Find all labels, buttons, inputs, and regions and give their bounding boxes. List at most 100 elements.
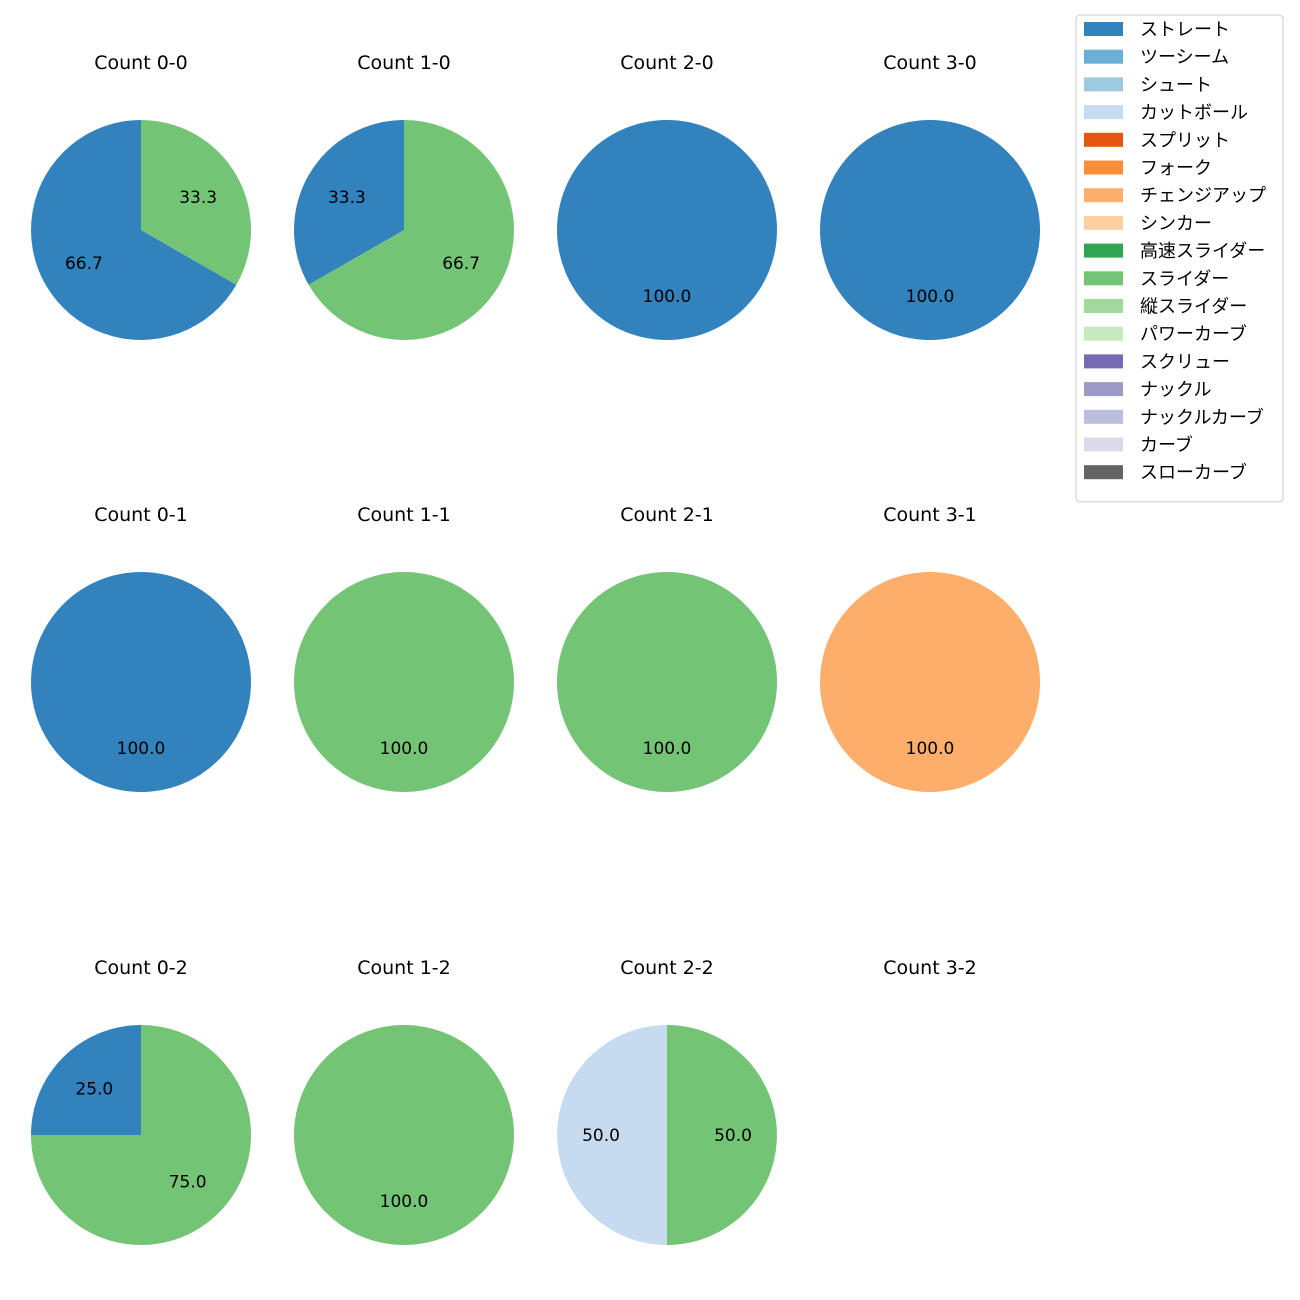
legend-label: スライダー [1140, 269, 1229, 290]
legend: ストレートツーシームシュートカットボールスプリットフォークチェンジアップシンカー… [1075, 14, 1284, 503]
legend-swatch [1084, 409, 1123, 424]
panel-title: Count 1-0 [357, 52, 451, 74]
slice-label: 66.7 [442, 254, 480, 274]
slice-label: 100.0 [117, 739, 166, 759]
slice-label: 100.0 [643, 287, 692, 307]
legend-frame [1075, 14, 1284, 503]
legend-label: シンカー [1140, 213, 1212, 234]
legend-swatch [1084, 77, 1123, 92]
legend-item: 縦スライダー [1084, 297, 1247, 318]
legend-label: 縦スライダー [1140, 297, 1247, 318]
legend-swatch [1084, 437, 1123, 452]
legend-item: スローカーブ [1084, 462, 1247, 484]
pie-slice [557, 1025, 667, 1245]
legend-label: ナックルカーブ [1140, 406, 1264, 428]
pie-panel: Count 3-0 100.0 [820, 52, 1040, 340]
legend-label: スクリュー [1140, 352, 1230, 373]
pie-slice [294, 1025, 514, 1245]
legend-item: ツーシーム [1084, 47, 1229, 68]
panel-title: Count 3-0 [883, 52, 977, 74]
legend-swatch [1084, 354, 1123, 369]
pie-slice [31, 120, 237, 340]
legend-item: パワーカーブ [1084, 323, 1247, 345]
pie-slice [557, 120, 777, 340]
pie-panel: Count 0-1 100.0 [31, 504, 251, 792]
slice-label: 100.0 [380, 1192, 429, 1212]
legend-item: ナックル [1084, 380, 1211, 401]
panel-title: Count 2-1 [620, 504, 714, 526]
pie-slice [557, 572, 777, 792]
pie-panel: Count 1-1 100.0 [294, 504, 514, 792]
legend-label: ナックル [1140, 380, 1211, 401]
legend-item: シンカー [1084, 213, 1212, 234]
pie-slice [308, 120, 514, 340]
legend-swatch [1084, 382, 1123, 397]
legend-item: 高速スライダー [1084, 241, 1265, 262]
legend-item: スクリュー [1084, 352, 1230, 373]
slice-label: 66.7 [65, 254, 103, 274]
legend-label: パワーカーブ [1140, 323, 1247, 345]
legend-swatch [1084, 271, 1123, 286]
legend-item: カーブ [1084, 434, 1193, 456]
pie-slice [31, 1025, 251, 1245]
pie-panel: Count 0-0 66.7 33.3 [31, 52, 252, 340]
legend-item: チェンジアップ [1084, 186, 1266, 207]
legend-swatch [1084, 22, 1123, 36]
legend-swatch [1084, 160, 1123, 175]
legend-swatch [1084, 243, 1123, 258]
pie-slice [294, 572, 514, 792]
slice-label: 100.0 [906, 287, 955, 307]
legend-label: チェンジアップ [1140, 186, 1266, 207]
panel-title: Count 3-2 [883, 957, 977, 979]
pie-panel: Count 3-2 [883, 957, 977, 979]
panel-title: Count 2-2 [620, 957, 714, 979]
panel-title: Count 0-2 [94, 957, 188, 979]
legend-item: ナックルカーブ [1084, 406, 1264, 428]
legend-swatch [1084, 105, 1123, 120]
pie-panel: Count 0-2 25.0 75.0 [31, 957, 251, 1245]
pie-slice [31, 572, 251, 792]
pie-slice [141, 120, 252, 285]
pie-panel: Count 2-0 100.0 [557, 52, 777, 340]
legend-swatch [1084, 49, 1123, 64]
legend-label: ストレート [1140, 20, 1230, 41]
panel-title: Count 0-0 [94, 52, 188, 74]
legend-label: ツーシーム [1140, 47, 1229, 68]
slice-label: 50.0 [582, 1126, 620, 1146]
slice-label: 100.0 [643, 739, 692, 759]
legend-label: カットボール [1140, 103, 1248, 124]
legend-swatch [1084, 188, 1123, 203]
legend-swatch [1084, 326, 1123, 341]
legend-item: シュート [1084, 75, 1212, 96]
pie-slice [293, 120, 404, 285]
legend-item: カットボール [1084, 103, 1248, 124]
legend-item: スプリット [1084, 130, 1230, 151]
legend-item: スライダー [1084, 269, 1229, 290]
legend-item: フォーク [1084, 158, 1212, 179]
slice-label: 100.0 [380, 739, 429, 759]
pie-slice [667, 1025, 777, 1245]
legend-swatch [1084, 215, 1123, 230]
legend-swatch [1084, 465, 1123, 480]
slice-label: 33.3 [328, 188, 366, 208]
legend-label: スローカーブ [1140, 462, 1247, 484]
pie-panel: Count 2-1 100.0 [557, 504, 777, 792]
pie-slice [820, 120, 1040, 340]
slice-label: 75.0 [169, 1173, 207, 1193]
pie-panel: Count 1-2 100.0 [294, 957, 514, 1245]
panel-title: Count 3-1 [883, 504, 977, 526]
pie-slice [31, 1025, 141, 1135]
legend-label: スプリット [1140, 130, 1230, 151]
pie-panel: Count 2-2 50.0 50.0 [557, 957, 777, 1245]
pie-panel: Count 3-1 100.0 [820, 504, 1040, 792]
panel-title: Count 1-1 [357, 504, 451, 526]
slice-label: 100.0 [906, 739, 955, 759]
panel-title: Count 1-2 [357, 957, 451, 979]
slice-label: 50.0 [714, 1126, 752, 1146]
panel-title: Count 2-0 [620, 52, 714, 74]
legend-label: フォーク [1140, 158, 1212, 179]
legend-item: ストレート [1084, 20, 1230, 41]
slice-label: 33.3 [179, 188, 217, 208]
pie-slice [820, 572, 1040, 792]
